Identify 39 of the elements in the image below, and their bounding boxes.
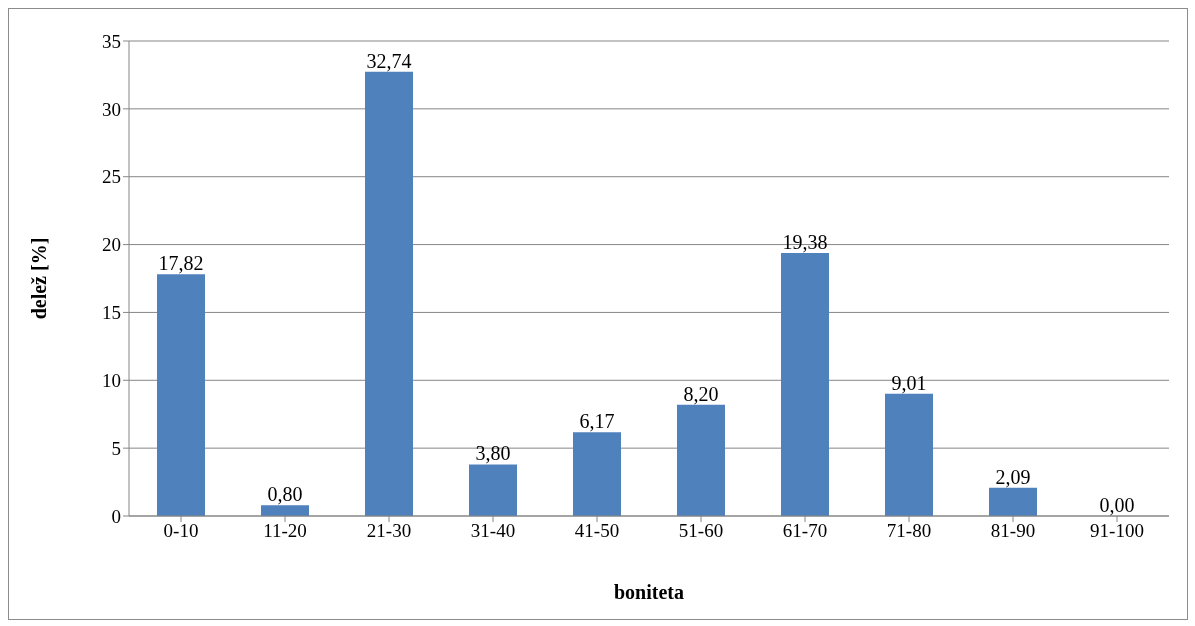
y-axis-title: delež [%]: [28, 237, 51, 320]
data-label: 8,20: [683, 382, 719, 405]
y-tick-label: 30: [102, 98, 121, 120]
bar: [989, 487, 1037, 516]
data-label: 19,38: [782, 230, 828, 253]
x-tick-label: 51-60: [678, 520, 724, 542]
bar: [781, 252, 829, 516]
bar: [573, 432, 621, 516]
bar: [365, 71, 413, 516]
bar: [261, 505, 309, 516]
x-tick-label: 91-100: [1090, 520, 1144, 542]
y-tick-label: 10: [102, 370, 121, 392]
data-label: 6,17: [579, 410, 615, 433]
x-tick-label: 61-70: [782, 520, 828, 542]
y-tick-label: 20: [102, 234, 121, 256]
data-label: 2,09: [995, 465, 1031, 488]
data-label: 3,80: [475, 442, 511, 465]
data-label: 9,01: [891, 371, 927, 394]
x-tick-label: 21-30: [366, 520, 412, 542]
bar: [469, 464, 517, 516]
bar: [885, 393, 933, 516]
y-tick-label: 25: [102, 166, 121, 188]
data-label: 17,82: [158, 252, 204, 275]
x-tick-label: 71-80: [886, 520, 932, 542]
y-tick-label: 15: [102, 302, 121, 324]
bar: [677, 404, 725, 516]
x-tick-label: 31-40: [470, 520, 516, 542]
data-label: 32,74: [366, 49, 412, 72]
x-tick-label: 41-50: [574, 520, 620, 542]
x-tick-label: 11-20: [263, 520, 307, 542]
x-axis-title: boniteta: [614, 581, 684, 603]
data-label: 0,80: [267, 483, 303, 506]
bar: [157, 274, 205, 516]
data-label: 0,00: [1099, 494, 1135, 516]
y-tick-label: 35: [102, 30, 121, 52]
x-tick-label: 81-90: [990, 520, 1036, 542]
x-tick-label: 0-10: [163, 520, 199, 542]
y-tick-label: 0: [111, 505, 121, 527]
y-tick-label: 5: [111, 437, 121, 459]
